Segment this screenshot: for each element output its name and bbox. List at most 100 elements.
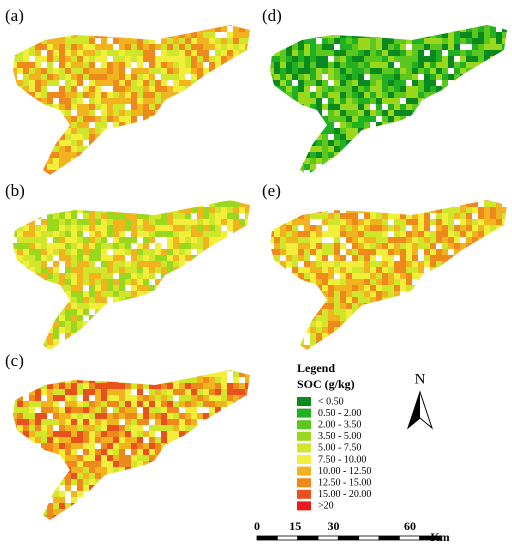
soc-cell <box>95 419 101 425</box>
soc-cell <box>23 327 29 333</box>
soc-cell <box>270 74 274 80</box>
soc-cell <box>143 455 149 461</box>
soc-cell <box>89 261 95 267</box>
soc-cell <box>430 321 436 327</box>
soc-cell <box>406 68 412 74</box>
soc-cell <box>113 110 119 116</box>
soc-cell <box>71 401 77 407</box>
soc-cell <box>191 134 197 140</box>
soc-cell <box>59 509 65 515</box>
soc-cell <box>131 383 137 389</box>
soc-cell <box>155 327 161 333</box>
soc-cell <box>107 62 113 68</box>
soc-cell <box>65 339 71 345</box>
soc-cell <box>47 509 53 515</box>
soc-cell <box>262 315 268 321</box>
soc-cell <box>233 461 239 467</box>
soc-cell <box>125 249 131 255</box>
soc-cell <box>346 351 352 357</box>
soc-cell <box>251 377 257 383</box>
soc-cell <box>17 56 23 62</box>
soc-cell <box>346 321 352 327</box>
soc-cell <box>179 56 185 62</box>
soc-cell <box>137 104 143 110</box>
soc-cell <box>119 377 125 383</box>
soc-cell <box>233 237 239 243</box>
soc-cell <box>466 86 472 92</box>
soc-cell <box>394 273 400 279</box>
soc-cell <box>131 146 137 152</box>
soc-cell <box>340 291 346 297</box>
soc-cell <box>310 56 316 62</box>
soc-cell <box>17 225 23 231</box>
soc-cell <box>203 273 209 279</box>
soc-cell <box>274 303 280 309</box>
soc-cell <box>376 237 382 243</box>
soc-cell <box>466 38 472 44</box>
soc-cell <box>29 395 35 401</box>
soc-cell <box>424 213 430 219</box>
soc-cell <box>412 74 418 80</box>
soc-cell <box>95 140 101 146</box>
soc-cell <box>227 449 233 455</box>
soc-cell <box>23 515 29 520</box>
soc-cell <box>197 50 203 56</box>
soc-cell <box>221 62 227 68</box>
soc-cell <box>418 104 424 110</box>
soc-cell <box>478 128 484 134</box>
soc-cell <box>125 32 131 38</box>
soc-cell <box>270 164 274 170</box>
soc-cell <box>65 321 71 327</box>
soc-cell <box>388 25 394 26</box>
soc-cell <box>286 74 292 80</box>
soc-cell <box>484 92 490 98</box>
soc-cell <box>131 255 137 261</box>
soc-cell <box>29 50 35 56</box>
soc-cell <box>107 285 113 291</box>
soc-cell <box>137 521 143 527</box>
soc-cell <box>418 176 424 182</box>
soc-cell <box>155 491 161 497</box>
soc-cell <box>270 315 274 321</box>
soc-cell <box>53 431 59 437</box>
soc-cell <box>137 201 143 207</box>
soc-cell <box>131 485 137 491</box>
soc-cell <box>227 461 233 467</box>
soc-cell <box>227 395 233 401</box>
soc-cell <box>209 26 215 32</box>
soc-cell <box>71 98 77 104</box>
soc-cell <box>328 231 334 237</box>
soc-cell <box>262 152 268 158</box>
soc-cell <box>400 128 406 134</box>
soc-cell <box>53 383 59 389</box>
soc-cell <box>179 309 185 315</box>
soc-cell <box>394 74 400 80</box>
soc-cell <box>125 38 131 44</box>
soc-cell <box>95 370 101 371</box>
soc-cell <box>227 122 233 128</box>
soc-cell <box>179 425 185 431</box>
soc-cell <box>89 485 95 491</box>
soc-cell <box>215 104 221 110</box>
soc-cell <box>508 134 512 140</box>
soc-cell <box>23 152 29 158</box>
soc-cell <box>23 371 29 377</box>
soc-cell <box>101 200 107 201</box>
soc-cell <box>460 98 466 104</box>
soc-cell <box>173 449 179 455</box>
soc-cell <box>83 479 89 485</box>
soc-cell <box>203 158 209 164</box>
soc-cell <box>328 44 334 50</box>
soc-cell <box>47 443 53 449</box>
soc-cell <box>370 80 376 86</box>
soc-cell <box>430 152 436 158</box>
soc-cell <box>430 249 436 255</box>
soc-cell <box>191 315 197 321</box>
soc-cell <box>233 515 239 520</box>
soc-cell <box>388 26 394 32</box>
soc-cell <box>161 74 167 80</box>
soc-cell <box>233 389 239 395</box>
soc-cell <box>173 62 179 68</box>
soc-cell <box>274 213 280 219</box>
soc-cell <box>370 225 376 231</box>
